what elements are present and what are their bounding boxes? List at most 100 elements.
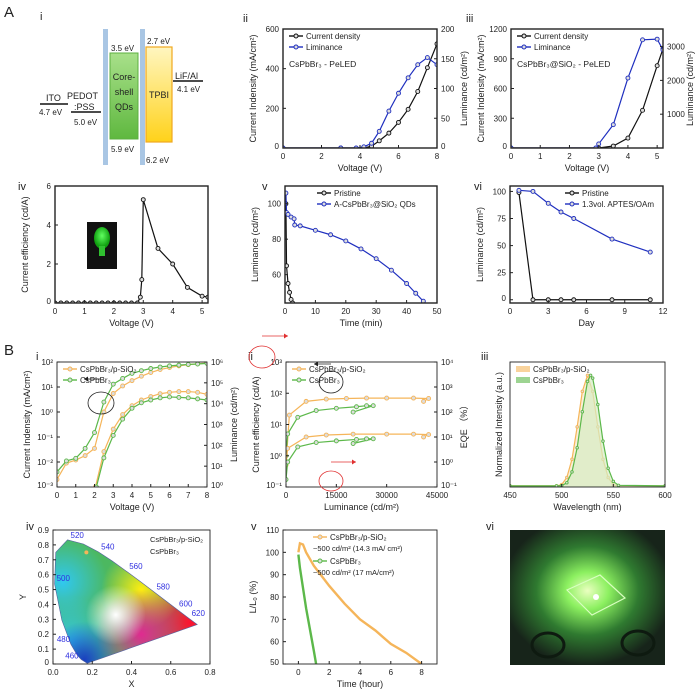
y-tick-label: 600: [266, 25, 280, 34]
pedot-label: PEDOT: [67, 91, 99, 101]
color-coordinate-point: [84, 550, 89, 555]
legend-label: A-CsPbBr₃@SiO₂ QDs: [334, 200, 416, 209]
x-axis-label: Voltage (V): [338, 163, 383, 173]
spectral-locus: [54, 539, 198, 664]
data-point: [565, 475, 569, 480]
x-tick-label: 0: [283, 307, 288, 316]
data-point: [415, 62, 421, 68]
data-point: [647, 249, 653, 255]
data-point: [580, 389, 585, 394]
y-tick-label: 0.2: [38, 630, 50, 639]
data-point: [364, 436, 369, 442]
data-point: [195, 396, 201, 402]
legend-item: [289, 33, 303, 39]
data-point: [323, 432, 329, 438]
data-point: [92, 445, 97, 451]
data-point: [295, 414, 301, 420]
y-tick-label: 200: [266, 104, 280, 113]
x-tick-label: 0: [55, 491, 60, 500]
logo: [620, 629, 656, 657]
section-label-b: B: [4, 342, 14, 359]
series-Liminance: [283, 55, 437, 148]
data-point: [386, 130, 392, 136]
y-tick-label: 10²: [41, 358, 53, 367]
legend-label: CsPbBr₃/p-SiO₂: [533, 365, 590, 374]
x-tick-label: 6: [396, 152, 401, 161]
legend-label: CsPbBr₃/p-SiO₂: [80, 365, 137, 374]
y-tick-label: 0.5: [38, 586, 50, 595]
data-point: [148, 366, 154, 371]
chart-a-iv: [54, 185, 209, 304]
series-line: [286, 397, 431, 466]
data-point: [426, 396, 432, 401]
data-point: [199, 293, 205, 299]
wavelength-label: 600: [179, 600, 193, 609]
chart-b-i: [56, 361, 208, 488]
y-tick-label: 0.1: [38, 645, 50, 654]
panel-label: vi: [486, 521, 494, 533]
chart-b-v: [282, 529, 438, 665]
qd-label: QDs: [115, 102, 134, 112]
x-tick-label: 0: [296, 668, 301, 677]
y-axis-label: Current Indensity (mA/cm²): [476, 34, 486, 142]
panel-label: i: [40, 11, 42, 23]
data-point: [101, 455, 107, 461]
data-point: [405, 75, 411, 81]
data-point: [313, 440, 319, 445]
data-point: [396, 90, 401, 96]
qd-label: Core-: [113, 72, 136, 82]
data-point: [137, 294, 143, 300]
y-axis-label: Luminance (cd/m²): [250, 207, 260, 282]
data-point: [286, 459, 291, 465]
data-point: [585, 373, 590, 378]
x-axis-label: Voltage (V): [565, 163, 610, 173]
data-point: [384, 431, 390, 437]
y2-axis-label: EQE （%）: [459, 401, 469, 449]
electrode-bar: [103, 29, 108, 165]
y-tick-label: 50: [497, 242, 506, 251]
ito-label: ITO: [46, 93, 61, 103]
y2-tick-label: 1000: [667, 110, 685, 119]
chart-annotation: CsPbBr₃ - PeLED: [289, 59, 356, 69]
x-tick-label: 30: [372, 307, 381, 316]
x-tick-label: 2: [327, 668, 332, 677]
data-point: [285, 281, 291, 286]
data-point: [92, 430, 97, 436]
device-inset-photo: [87, 222, 117, 269]
legend-item: [292, 366, 306, 372]
chart-a-iii: [510, 28, 664, 149]
data-point: [580, 410, 585, 414]
y-tick-label: 400: [266, 65, 280, 74]
series-CsPbBr₃: [297, 554, 318, 664]
arrow-head-icon: [352, 459, 356, 465]
data-point: [195, 389, 201, 395]
y-tick-label: 60: [270, 638, 279, 647]
y2-tick-label: 10⁵: [211, 379, 223, 388]
data-point: [350, 441, 356, 446]
legend-label: CsPbBr₃/p-SiO₂: [309, 365, 366, 374]
y-tick-label: 0.7: [38, 556, 50, 565]
data-point: [411, 431, 416, 437]
data-point: [140, 197, 146, 203]
y-tick-label: 80: [270, 593, 279, 602]
series-series-3: [93, 394, 207, 487]
axis-indicator-circle: [318, 470, 344, 492]
data-point: [176, 389, 182, 395]
wavelength-label: 460: [65, 652, 79, 661]
data-point: [129, 378, 135, 384]
series-series-0: [55, 197, 208, 303]
y-tick-label: 4: [47, 221, 52, 230]
legend-item: [63, 366, 77, 372]
legend-item: [565, 190, 579, 196]
legend-item: [317, 190, 331, 196]
qd-layer: [109, 52, 139, 140]
y-tick-label: 0.4: [38, 600, 50, 609]
y2-tick-label: 200: [441, 25, 455, 34]
panel-label: iv: [18, 181, 26, 193]
x-tick-label: 0: [508, 307, 513, 316]
legend-label: CsPbBr₃/p-SiO₂: [330, 533, 387, 542]
data-point: [388, 267, 394, 273]
data-point: [157, 391, 163, 397]
y-tick-label: 10⁻³: [37, 481, 53, 490]
legend-label: Liminance: [534, 43, 571, 52]
